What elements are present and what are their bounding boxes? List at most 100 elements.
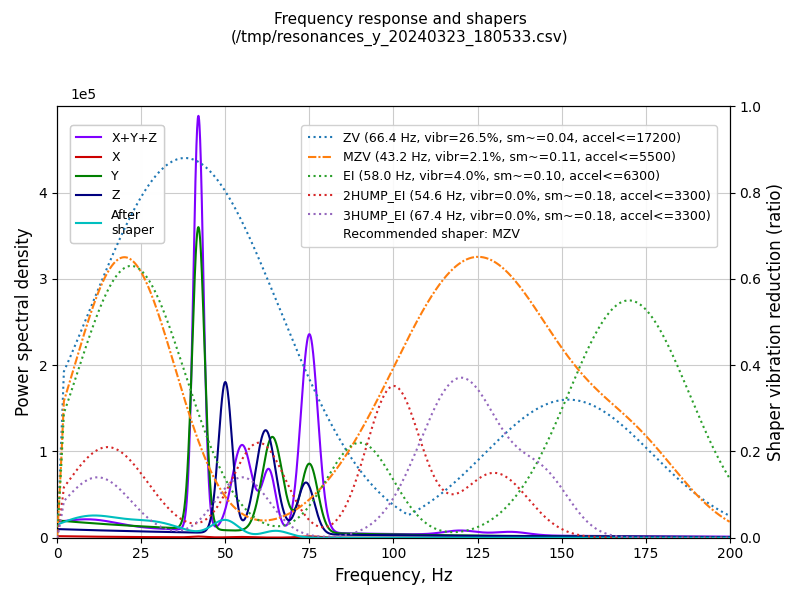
2HUMP_EI (54.6 Hz, vibr=0.0%, sm~=0.18, accel<=3300) [706,534,715,541]
3HUMP_EI (67.4 Hz, vibr=0.0%, sm~=0.18, accel<=3300) [706,534,715,541]
MZV (43.2 Hz, vibr=2.1%, sm~=0.11, accel<=5500) [706,504,715,511]
ZV (66.4 Hz, vibr=26.5%, sm~=0.04, accel<=17200) [706,501,715,508]
X+Y+Z [725,533,734,540]
2HUMP_EI (54.6 Hz, vibr=0.0%, sm~=0.18, accel<=3300) [86,451,96,458]
MZV (43.2 Hz, vibr=2.1%, sm~=0.11, accel<=5500) [474,253,483,260]
EI (58.0 Hz, vibr=4.0%, sm~=0.10, accel<=6300) [86,327,96,334]
Y [86,520,96,527]
Y-axis label: Shaper vibration reduction (ratio): Shaper vibration reduction (ratio) [767,183,785,461]
X [706,534,715,541]
MZV (43.2 Hz, vibr=2.1%, sm~=0.11, accel<=5500) [86,307,96,314]
Line: Z: Z [57,382,730,537]
Z [582,533,592,540]
Legend: X+Y+Z, X, Y, Z, After
shaper: X+Y+Z, X, Y, Z, After shaper [70,125,164,243]
Text: 1e5: 1e5 [70,88,97,102]
Line: X: X [57,536,730,538]
ZV (66.4 Hz, vibr=26.5%, sm~=0.04, accel<=17200) [362,475,371,482]
X+Y+Z [52,518,62,525]
MZV (43.2 Hz, vibr=2.1%, sm~=0.11, accel<=5500) [582,376,592,383]
EI (58.0 Hz, vibr=4.0%, sm~=0.10, accel<=6300) [582,347,592,354]
X+Y+Z [194,112,203,119]
Text: Frequency response and shapers
(/tmp/resonances_y_20240323_180533.csv): Frequency response and shapers (/tmp/res… [231,12,569,46]
MZV (43.2 Hz, vibr=2.1%, sm~=0.11, accel<=5500) [362,417,371,424]
After
shaper [86,512,96,519]
3HUMP_EI (67.4 Hz, vibr=0.0%, sm~=0.18, accel<=3300) [86,475,96,482]
Z [86,527,96,534]
After
shaper [90,512,99,519]
X [725,534,734,541]
Line: EI (58.0 Hz, vibr=4.0%, sm~=0.10, accel<=6300): EI (58.0 Hz, vibr=4.0%, sm~=0.10, accel<… [57,266,730,538]
ZV (66.4 Hz, vibr=26.5%, sm~=0.04, accel<=17200) [582,400,592,407]
ZV (66.4 Hz, vibr=26.5%, sm~=0.04, accel<=17200) [86,302,96,310]
2HUMP_EI (54.6 Hz, vibr=0.0%, sm~=0.18, accel<=3300) [725,534,734,541]
X [52,533,62,540]
MZV (43.2 Hz, vibr=2.1%, sm~=0.11, accel<=5500) [725,518,734,526]
3HUMP_EI (67.4 Hz, vibr=0.0%, sm~=0.18, accel<=3300) [725,534,734,541]
ZV (66.4 Hz, vibr=26.5%, sm~=0.04, accel<=17200) [706,501,715,508]
MZV (43.2 Hz, vibr=2.1%, sm~=0.11, accel<=5500) [379,383,389,390]
Line: MZV (43.2 Hz, vibr=2.1%, sm~=0.11, accel<=5500): MZV (43.2 Hz, vibr=2.1%, sm~=0.11, accel… [57,257,730,538]
X-axis label: Frequency, Hz: Frequency, Hz [334,567,452,585]
X+Y+Z [582,532,592,539]
Y [706,533,715,541]
After
shaper [725,534,734,541]
Z [362,532,371,539]
Z [725,533,734,541]
EI (58.0 Hz, vibr=4.0%, sm~=0.10, accel<=6300) [706,439,715,446]
MZV (43.2 Hz, vibr=2.1%, sm~=0.11, accel<=5500) [706,505,715,512]
After
shaper [52,521,62,528]
Y-axis label: Power spectral density: Power spectral density [15,227,33,416]
X [379,534,389,541]
2HUMP_EI (54.6 Hz, vibr=0.0%, sm~=0.18, accel<=3300) [389,382,398,389]
Y [362,530,371,538]
EI (58.0 Hz, vibr=4.0%, sm~=0.10, accel<=6300) [725,475,734,482]
X [582,534,591,541]
EI (58.0 Hz, vibr=4.0%, sm~=0.10, accel<=6300) [362,441,371,448]
ZV (66.4 Hz, vibr=26.5%, sm~=0.04, accel<=17200) [180,154,190,161]
After
shaper [582,534,592,541]
Z [52,526,62,533]
EI (58.0 Hz, vibr=4.0%, sm~=0.10, accel<=6300) [52,534,62,541]
Line: 3HUMP_EI (67.4 Hz, vibr=0.0%, sm~=0.18, accel<=3300): 3HUMP_EI (67.4 Hz, vibr=0.0%, sm~=0.18, … [57,377,730,538]
2HUMP_EI (54.6 Hz, vibr=0.0%, sm~=0.18, accel<=3300) [379,391,389,398]
Line: After
shaper: After shaper [57,515,730,538]
X+Y+Z [86,516,96,523]
X+Y+Z [362,530,371,537]
Line: X+Y+Z: X+Y+Z [57,116,730,536]
After
shaper [706,534,715,541]
Y [380,531,390,538]
X [86,533,96,540]
2HUMP_EI (54.6 Hz, vibr=0.0%, sm~=0.18, accel<=3300) [706,534,715,541]
3HUMP_EI (67.4 Hz, vibr=0.0%, sm~=0.18, accel<=3300) [582,518,592,525]
After
shaper [362,534,371,541]
Y [725,533,734,541]
EI (58.0 Hz, vibr=4.0%, sm~=0.10, accel<=6300) [380,461,390,469]
Z [380,532,390,539]
2HUMP_EI (54.6 Hz, vibr=0.0%, sm~=0.18, accel<=3300) [362,443,371,450]
3HUMP_EI (67.4 Hz, vibr=0.0%, sm~=0.18, accel<=3300) [52,534,62,541]
X [705,534,714,541]
3HUMP_EI (67.4 Hz, vibr=0.0%, sm~=0.18, accel<=3300) [362,524,371,531]
X [362,534,371,541]
3HUMP_EI (67.4 Hz, vibr=0.0%, sm~=0.18, accel<=3300) [706,534,715,541]
Z [706,533,715,541]
EI (58.0 Hz, vibr=4.0%, sm~=0.10, accel<=6300) [706,438,715,445]
Line: 2HUMP_EI (54.6 Hz, vibr=0.0%, sm~=0.18, accel<=3300): 2HUMP_EI (54.6 Hz, vibr=0.0%, sm~=0.18, … [57,386,730,538]
X+Y+Z [706,533,715,540]
X+Y+Z [380,530,390,538]
Y [582,533,592,540]
Y [52,517,62,524]
After
shaper [380,534,390,541]
EI (58.0 Hz, vibr=4.0%, sm~=0.10, accel<=6300) [126,262,136,269]
ZV (66.4 Hz, vibr=26.5%, sm~=0.04, accel<=17200) [725,512,734,520]
X+Y+Z [706,533,715,540]
Z [706,533,715,541]
Y [706,533,715,541]
3HUMP_EI (67.4 Hz, vibr=0.0%, sm~=0.18, accel<=3300) [379,508,389,515]
Line: ZV (66.4 Hz, vibr=26.5%, sm~=0.04, accel<=17200): ZV (66.4 Hz, vibr=26.5%, sm~=0.04, accel… [57,158,730,538]
Z [221,379,230,386]
2HUMP_EI (54.6 Hz, vibr=0.0%, sm~=0.18, accel<=3300) [52,534,62,541]
MZV (43.2 Hz, vibr=2.1%, sm~=0.11, accel<=5500) [52,534,62,541]
Legend: ZV (66.4 Hz, vibr=26.5%, sm~=0.04, accel<=17200), MZV (43.2 Hz, vibr=2.1%, sm~=0: ZV (66.4 Hz, vibr=26.5%, sm~=0.04, accel… [302,125,717,247]
ZV (66.4 Hz, vibr=26.5%, sm~=0.04, accel<=17200) [380,494,390,501]
